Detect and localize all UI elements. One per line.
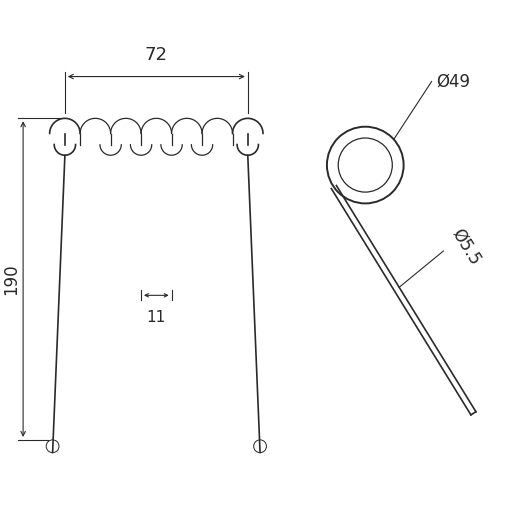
Text: 72: 72 [145,46,168,65]
Text: 190: 190 [2,263,20,295]
Text: Ø49: Ø49 [437,73,471,91]
Text: 11: 11 [147,310,166,325]
Text: Ø5.5: Ø5.5 [449,226,484,268]
